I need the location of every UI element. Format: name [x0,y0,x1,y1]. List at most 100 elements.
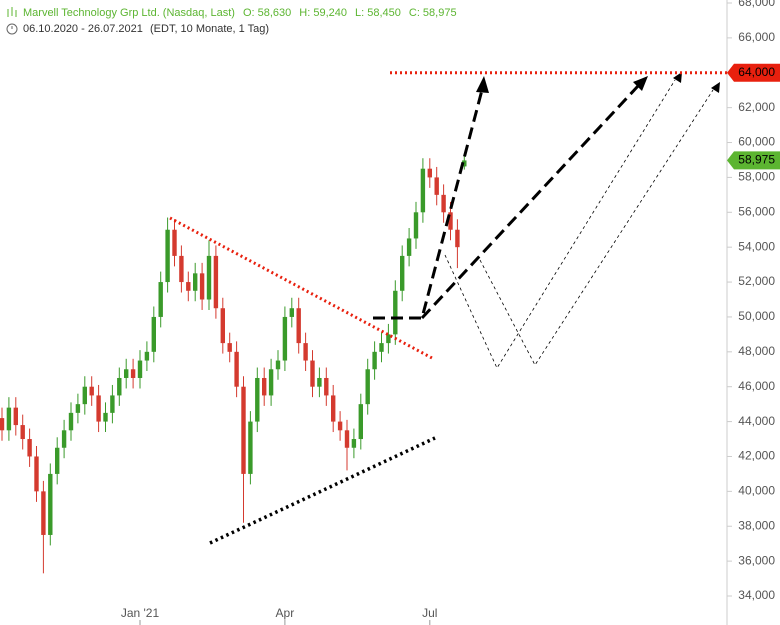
candle-body [400,255,405,291]
candle-body [296,308,301,344]
arrow-path [420,84,640,320]
candle-body [262,377,267,396]
candle-body [365,369,370,405]
candle-body [441,194,446,213]
x-tick-label: Jul [422,606,437,620]
candle-body [420,168,426,213]
target-label-box [727,63,780,82]
y-tick-label: 48,000 [738,344,775,358]
chart-subtitle-note: (EDT, 10 Monate, 1 Tag) [150,23,269,35]
candle-body [20,425,25,440]
candle-body [351,439,357,448]
candle-body [289,308,294,317]
y-tick-label: 46,000 [738,379,775,393]
candle-body [455,229,460,248]
ohlc-label: L: 58,450 [355,7,401,19]
candle-body [55,447,60,474]
scenario-path [479,89,714,366]
y-tick-label: 62,000 [738,100,775,114]
candle-body [358,404,363,440]
candle-body [413,212,419,239]
drawings [169,72,720,545]
candle-body [34,456,39,492]
candle-body [48,473,53,535]
ohlc-label: O: 58,630 [243,7,291,19]
candle-body [393,290,398,335]
last-price-label: 58,975 [738,153,775,167]
chart-title: Marvell Technology Grp Ltd. (Nasdaq, Las… [23,7,235,19]
candle-body [13,407,18,426]
scenario-path [444,79,676,369]
candle-body [110,395,115,413]
candle-body [193,273,198,291]
candle-body [241,386,246,474]
candle-body [96,395,101,422]
y-tick-label: 66,000 [738,30,775,44]
candle-body [282,316,288,361]
candle-body [61,430,67,448]
candle-body [124,369,129,378]
candle-body [89,386,94,396]
candle-body [462,160,467,167]
target-label: 64,000 [738,65,775,79]
candle-body [331,395,336,422]
candle-body [372,351,377,370]
candle-body [448,212,453,230]
y-tick-label: 58,000 [738,170,775,184]
arrow-path [373,89,484,320]
arrow-head [711,82,720,93]
candle-body [68,412,74,431]
candle-body [303,343,308,361]
arrow-head [633,76,648,91]
candle-body [137,360,143,378]
y-tick-label: 42,000 [738,449,775,463]
candle-body [337,421,343,431]
y-tick-label: 44,000 [738,414,775,428]
plot [0,155,467,574]
candle-body [130,369,136,378]
candle-body [186,282,191,291]
candle-body [117,377,122,396]
candle-body [172,229,177,256]
y-tick-label: 52,000 [738,274,775,288]
x-tick-label: Jan '21 [121,606,160,620]
y-tick-label: 36,000 [738,553,775,567]
candle-body [434,177,439,195]
candle-body [199,273,205,300]
y-tick-label: 54,000 [738,239,775,253]
x-tick-label: Apr [276,606,295,620]
header-icon [7,7,17,17]
y-tick-label: 56,000 [738,204,775,218]
candle-body [268,369,274,396]
candle-body [317,377,322,387]
y-tick-label: 50,000 [738,309,775,323]
candle-body [427,168,432,178]
y-tick-label: 34,000 [738,588,775,602]
candle-body [386,334,391,344]
candle-body [82,386,87,405]
arrow-head [476,76,489,93]
clock-icon [6,23,18,35]
candle-body [213,255,219,309]
candle-body [0,418,5,431]
y-tick-label: 68,000 [738,0,775,9]
candle-body [158,282,163,317]
candle-body [75,404,81,413]
candle-body [179,255,184,283]
candle-body [103,412,108,422]
y-tick-label: 38,000 [738,518,775,532]
candle-body [379,343,384,352]
ohlc-label: H: 59,240 [299,7,347,19]
candle-body [255,377,260,422]
candle-body [227,343,232,352]
chart-subtitle: 06.10.2020 - 26.07.2021 [23,23,143,35]
candle-body [220,308,225,344]
last-price-box [727,151,780,170]
arrow-head [673,72,682,83]
ohlc-label: C: 58,975 [409,7,457,19]
candle-body [344,430,350,448]
candle-body [324,377,329,396]
candle-body [206,255,212,300]
y-tick-label: 40,000 [738,484,775,498]
